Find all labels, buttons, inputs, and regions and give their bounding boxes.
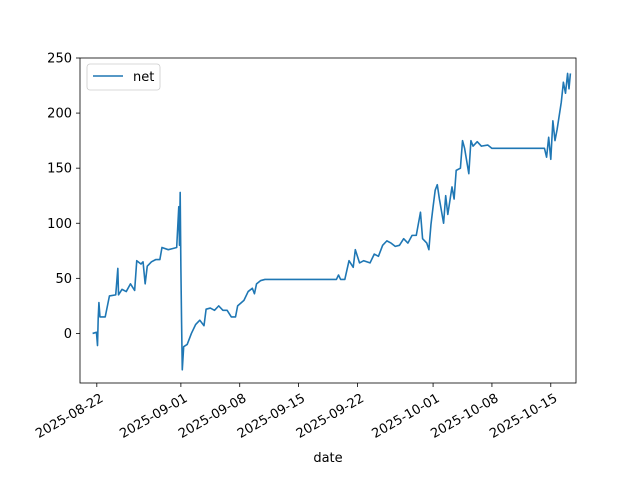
- y-tick-label: 0: [64, 327, 72, 342]
- y-tick-label: 200: [47, 107, 72, 122]
- legend-label-net: net: [133, 70, 154, 85]
- y-tick-label: 150: [47, 162, 72, 177]
- y-tick-label: 250: [47, 52, 72, 67]
- y-tick-label: 100: [47, 217, 72, 232]
- axes-frame: [79, 57, 577, 384]
- legend-box: [86, 63, 161, 91]
- legend: net: [86, 63, 161, 91]
- y-axis: 0 50 100 150 200 250: [47, 52, 80, 342]
- x-axis-label: date: [313, 451, 342, 466]
- y-tick-label: 50: [55, 272, 72, 287]
- plot-area: [92, 72, 572, 371]
- series-line-net: [92, 72, 572, 371]
